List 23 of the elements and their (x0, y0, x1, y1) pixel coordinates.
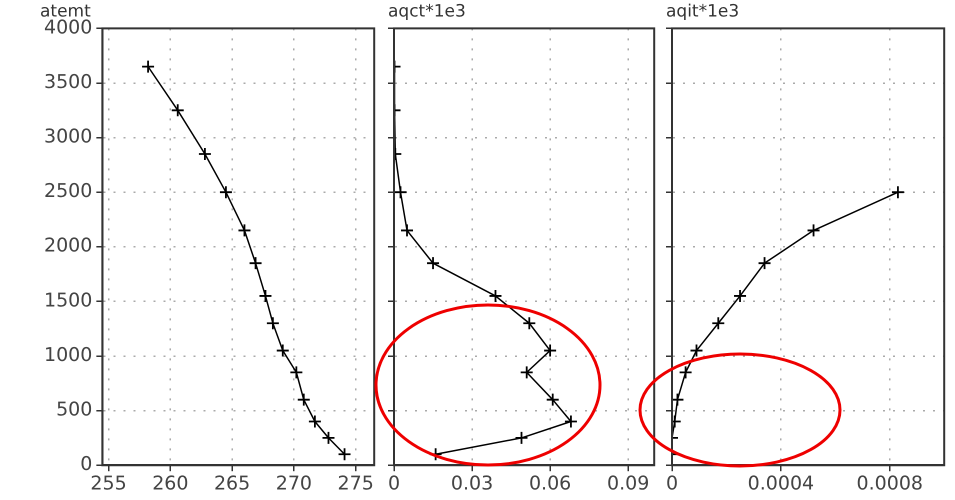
x-tick-label: 0.0004 (748, 472, 814, 495)
x-tick-label: 0.03 (450, 472, 494, 495)
y-tick-label: 2500 (44, 180, 92, 202)
y-tick-label: 4000 (44, 16, 92, 38)
x-tick-label: 275 (338, 472, 374, 495)
y-tick-label: 500 (56, 398, 92, 421)
y-tick-label: 1500 (44, 289, 92, 312)
y-tick-label: 3000 (44, 126, 92, 148)
x-tick-label: 255 (90, 472, 127, 495)
x-tick-label: 0 (666, 472, 678, 495)
x-tick-label: 0.06 (528, 472, 572, 495)
x-tick-label: 0 (388, 472, 400, 495)
y-tick-label: 1000 (44, 344, 92, 366)
chart-title: aqit*1e3 (666, 2, 740, 22)
y-tick-label: 3500 (44, 70, 92, 93)
x-tick-label: 0.0008 (856, 472, 923, 495)
x-tick-label: 270 (276, 472, 312, 495)
y-tick-label: 0 (80, 453, 92, 476)
chart-title: aqct*1e3 (388, 2, 466, 22)
x-tick-label: 260 (152, 472, 188, 495)
x-tick-label: 265 (214, 472, 250, 495)
x-tick-label: 0.09 (607, 472, 650, 495)
y-tick-label: 2000 (44, 234, 92, 257)
